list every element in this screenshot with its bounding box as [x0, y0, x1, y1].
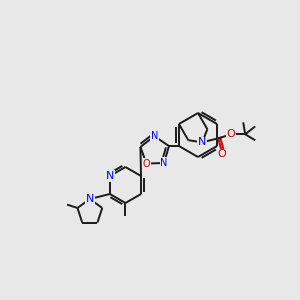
Text: O: O — [218, 149, 226, 159]
Text: O: O — [143, 159, 150, 169]
Text: O: O — [227, 129, 236, 139]
Text: N: N — [86, 194, 94, 204]
Text: N: N — [106, 171, 114, 181]
Text: N: N — [151, 131, 158, 141]
Text: N: N — [198, 137, 206, 147]
Text: N: N — [160, 158, 168, 168]
